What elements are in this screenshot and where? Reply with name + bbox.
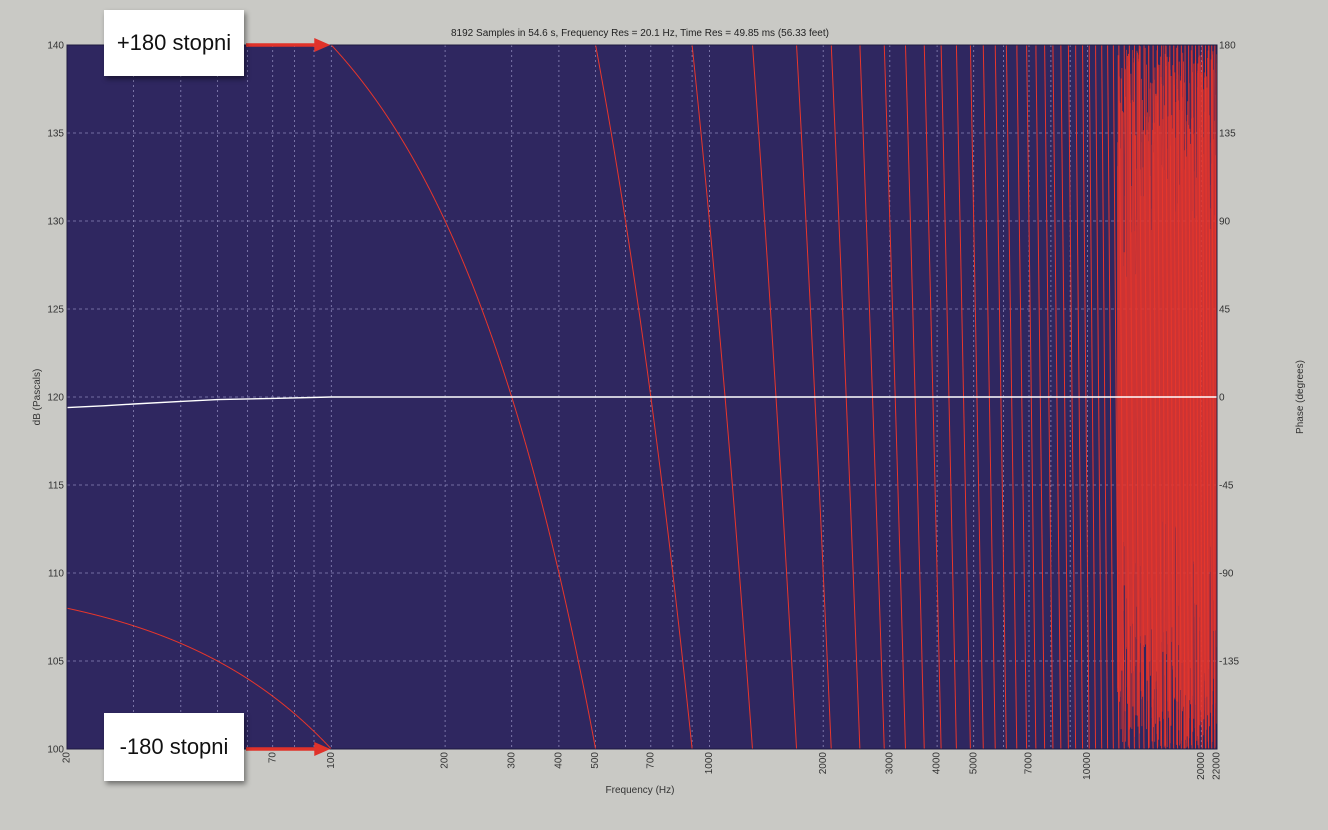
y-tick-label: 140	[47, 41, 64, 52]
x-axis-label: Frequency (Hz)	[606, 785, 675, 796]
y2-axis-label: Phase (degrees)	[1295, 360, 1306, 434]
y2-tick-label: -90	[1219, 569, 1234, 580]
x-tick-label: 20000	[1196, 752, 1207, 780]
y2-tick-label: -45	[1219, 481, 1234, 492]
chart-title: 8192 Samples in 54.6 s, Frequency Res = …	[451, 28, 829, 39]
y-tick-label: 130	[47, 217, 64, 228]
x-tick-label: 7000	[1024, 752, 1035, 775]
callout-minus-180-label: -180 stopni	[119, 734, 229, 759]
y2-tick-labels: -135 -90 -45 0 45 90 135 180	[1219, 41, 1239, 668]
magnitude-series-line	[67, 396, 1217, 409]
y2-tick-label: 135	[1219, 129, 1236, 140]
plot-frame	[66, 44, 1218, 750]
x-tick-label: 300	[506, 752, 517, 769]
x-tick-label: 4000	[932, 752, 943, 775]
y-axis-label: dB (Pascals)	[32, 369, 43, 426]
y-tick-label: 135	[47, 129, 64, 140]
x-tick-label: 200	[440, 752, 451, 769]
x-tick-label: 700	[645, 752, 656, 769]
callout-arrows	[246, 38, 331, 756]
y-tick-label: 110	[48, 569, 64, 580]
callout-plus-180-arrow-head	[314, 38, 331, 52]
x-tick-label: 500	[590, 752, 601, 769]
callout-minus-180-arrow-head	[314, 742, 331, 756]
y2-tick-label: -135	[1219, 657, 1239, 668]
y-tick-label: 105	[47, 657, 64, 668]
y-tick-label: 100	[47, 745, 64, 756]
x-tick-labels: 20 70 100 200 300 400 500 700 1000 2000 3000 4000 50…	[62, 752, 1223, 780]
x-tick-label: 100	[326, 752, 337, 769]
y-tick-labels: 100 105 110 115 120 125 130 135 140	[47, 41, 64, 756]
x-tick-label: 400	[554, 752, 565, 769]
x-tick-label: 20	[62, 752, 73, 764]
y2-tick-label: 90	[1219, 217, 1231, 228]
y2-tick-label: 45	[1219, 305, 1231, 316]
y2-tick-label: 180	[1219, 41, 1236, 52]
x-tick-label: 1000	[704, 752, 715, 775]
x-tick-label: 5000	[968, 752, 979, 775]
x-tick-label: 10000	[1082, 752, 1093, 780]
x-tick-label: 2000	[818, 752, 829, 775]
x-tick-label: 22000	[1212, 752, 1223, 780]
callout-minus-180: -180 stopni	[104, 713, 244, 781]
y-tick-label: 125	[47, 305, 64, 316]
callout-plus-180: +180 stopni	[104, 10, 244, 76]
x-tick-label: 70	[267, 752, 278, 764]
phase-noise-region	[1117, 45, 1217, 749]
y-tick-label: 120	[47, 393, 64, 404]
callout-plus-180-label: +180 stopni	[116, 30, 232, 55]
y-tick-label: 115	[48, 481, 64, 492]
x-tick-label: 3000	[884, 752, 895, 775]
y2-tick-label: 0	[1219, 393, 1225, 404]
